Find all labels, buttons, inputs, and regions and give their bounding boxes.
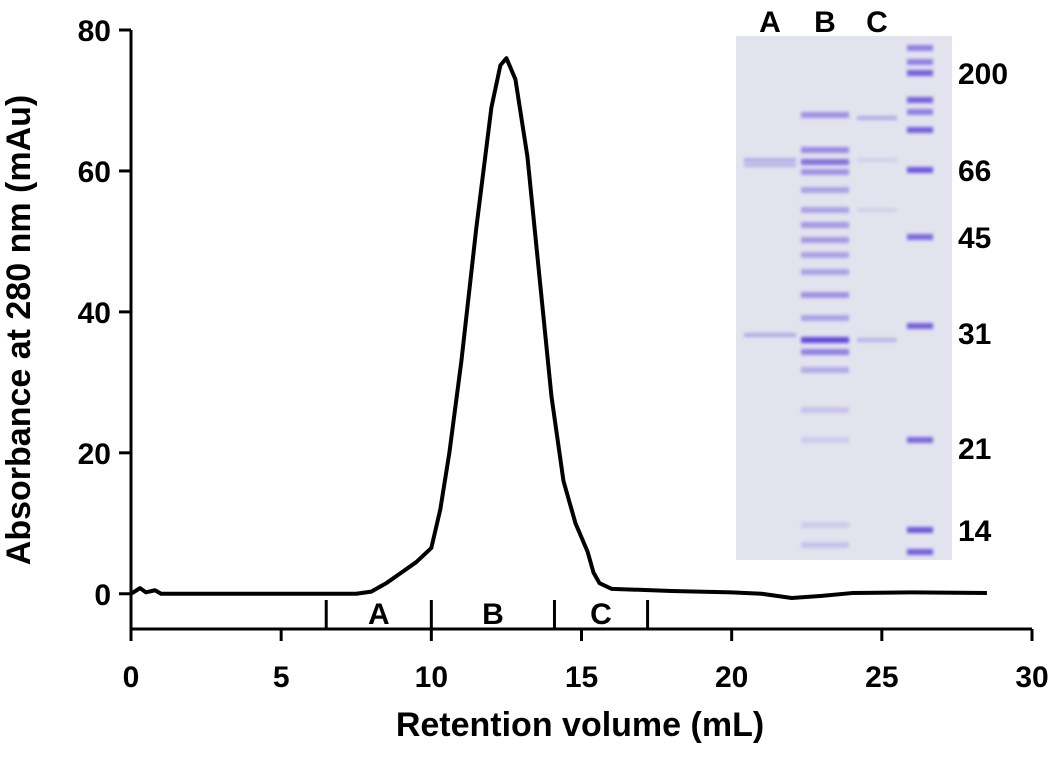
gel-band xyxy=(801,169,849,175)
marker-label: 31 xyxy=(958,318,991,351)
gel-band xyxy=(801,315,849,321)
x-tick-label: 15 xyxy=(565,661,598,694)
fraction-label: A xyxy=(368,598,390,631)
lane-label: C xyxy=(866,6,888,39)
x-axis-label: Retention volume (mL) xyxy=(396,706,764,744)
marker-label: 45 xyxy=(958,222,991,255)
gel-band xyxy=(801,367,849,373)
y-tick-label: 40 xyxy=(78,297,111,330)
lane-label: A xyxy=(759,6,781,39)
gel-band xyxy=(801,187,849,193)
gel-band xyxy=(801,337,849,343)
gel-band xyxy=(801,269,849,275)
y-tick-label: 80 xyxy=(78,15,111,48)
gel-band xyxy=(801,222,849,228)
gel-band xyxy=(801,159,849,165)
gel-band xyxy=(801,542,849,548)
gel-band xyxy=(907,323,933,329)
gel-band xyxy=(857,158,897,162)
gel-band xyxy=(857,338,897,342)
gel-band xyxy=(744,163,796,167)
gel-band xyxy=(907,527,933,533)
gel-band xyxy=(801,207,849,213)
gel-band xyxy=(907,45,933,51)
marker-label: 21 xyxy=(958,433,991,466)
gel-band xyxy=(801,112,849,118)
x-tick-label: 20 xyxy=(715,661,748,694)
gel-band xyxy=(744,158,796,162)
gel-band xyxy=(907,97,933,103)
gel-band xyxy=(801,407,849,413)
x-tick-label: 10 xyxy=(415,661,448,694)
lane-label: B xyxy=(814,6,836,39)
gel-band xyxy=(907,109,933,115)
gel-band xyxy=(801,522,849,528)
gel-band xyxy=(801,252,849,258)
y-tick-label: 20 xyxy=(78,438,111,471)
gel-band xyxy=(857,208,897,212)
y-axis-label: Absorbance at 280 nm (mAu) xyxy=(0,95,38,565)
gel-band xyxy=(801,292,849,298)
trace-line xyxy=(129,56,987,600)
gel-inset xyxy=(736,36,952,560)
gel-band xyxy=(907,234,933,240)
marker-label: 200 xyxy=(958,58,1008,91)
y-tick-label: 60 xyxy=(78,156,111,189)
fraction-label: C xyxy=(590,598,612,631)
x-tick-label: 30 xyxy=(1015,661,1048,694)
y-tick-label: 0 xyxy=(94,579,111,612)
x-tick-label: 0 xyxy=(123,661,140,694)
gel-band xyxy=(907,70,933,76)
gel-band xyxy=(907,437,933,443)
gel-band xyxy=(907,549,933,555)
gel-band xyxy=(907,167,933,173)
gel-band xyxy=(801,237,849,243)
marker-label: 66 xyxy=(958,155,991,188)
gel-band xyxy=(801,147,849,153)
marker-label: 14 xyxy=(958,515,992,548)
gel-band xyxy=(857,116,897,120)
gel-band xyxy=(744,333,796,337)
gel-band xyxy=(801,437,849,443)
gel-band xyxy=(907,59,933,65)
fraction-label: B xyxy=(482,598,504,631)
gel-band xyxy=(907,127,933,133)
x-tick-label: 25 xyxy=(865,661,898,694)
gel-band xyxy=(801,349,849,355)
x-tick-label: 5 xyxy=(273,661,290,694)
